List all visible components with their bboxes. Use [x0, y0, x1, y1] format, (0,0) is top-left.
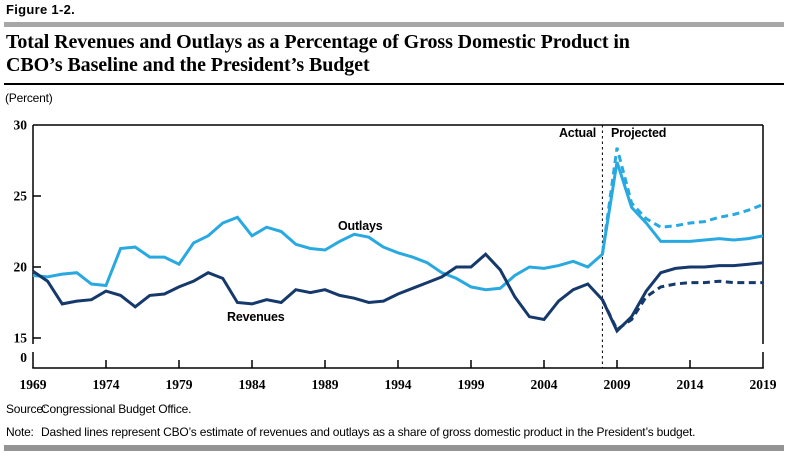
plot-frame	[32, 124, 764, 369]
y-axis-label: 15	[14, 331, 28, 346]
data-lines	[32, 147, 764, 334]
figure-title: Total Revenues and Outlays as a Percenta…	[6, 31, 630, 77]
x-axis-labels: 1969 1974 1979 1984 1989 1994 1999 2004 2009 2014…	[20, 377, 777, 392]
top-divider-bar	[4, 22, 784, 27]
title-line-1: Total Revenues and Outlays as a Percenta…	[6, 31, 630, 53]
source-text: Congressional Budget Office.	[41, 402, 192, 416]
revenues-presidents-budget-line	[601, 279, 763, 332]
x-axis-year-label: 1989	[312, 377, 339, 392]
x-axis-year-label: 1999	[458, 377, 485, 392]
y-axis-zero-label: 0	[20, 350, 27, 365]
x-axis-year-label: 2019	[750, 377, 777, 392]
x-axis-year-label: 2009	[604, 377, 631, 392]
figure-label: Figure 1-2.	[6, 2, 76, 17]
title-line-2: CBO’s Baseline and the President’s Budge…	[6, 54, 370, 76]
x-axis-year-label: 1984	[239, 377, 266, 392]
projected-label: Projected	[611, 126, 666, 140]
source-line: Source:Congressional Budget Office.	[6, 402, 191, 416]
revenues-series-label: Revenues	[227, 310, 285, 324]
x-axis-year-label: 1994	[385, 377, 412, 392]
y-axis-labels: 30 25 20 15 0	[14, 118, 28, 366]
bottom-divider-bar	[4, 445, 784, 451]
actual-label: Actual	[559, 126, 596, 140]
revenues-baseline-line	[32, 252, 764, 334]
outlays-presidents-budget-line	[600, 147, 764, 255]
x-axis-year-label: 2004	[531, 377, 558, 392]
outlays-series-label: Outlays	[338, 219, 383, 233]
x-axis-year-label: 1969	[20, 377, 47, 392]
y-axis-label: 25	[14, 189, 28, 204]
x-axis-year-label: 1979	[166, 377, 193, 392]
note-label: Note:	[6, 425, 34, 439]
x-axis-ticks	[105, 360, 691, 368]
x-axis-year-label: 1974	[93, 377, 120, 392]
note-text: Dashed lines represent CBO’s estimate of…	[41, 425, 696, 439]
note-line: Note: Dashed lines represent CBO’s estima…	[6, 425, 695, 439]
source-label: Source:	[6, 402, 46, 416]
outlays-baseline-line	[32, 161, 764, 292]
title-underline	[4, 83, 784, 85]
x-axis-year-label: 2014	[677, 377, 704, 392]
y-axis-label: 30	[14, 118, 28, 133]
y-axis-ticks	[33, 195, 41, 339]
axis-unit-label: (Percent)	[5, 91, 53, 105]
y-axis-label: 20	[14, 260, 28, 275]
